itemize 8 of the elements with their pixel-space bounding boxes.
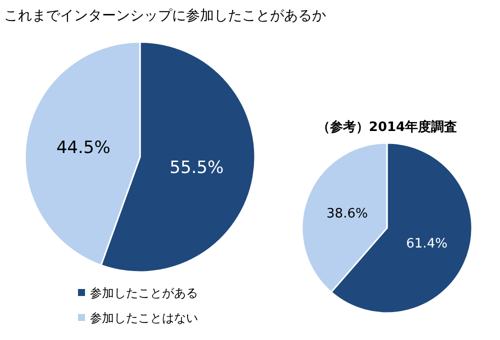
data-label: 44.5%	[56, 138, 110, 158]
data-label: 55.5%	[170, 158, 224, 178]
data-label: 38.6%	[326, 206, 368, 222]
chart-title: （参考）2014年度調査	[316, 119, 458, 135]
legend-label: 参加したことがある	[90, 286, 198, 300]
data-label: 61.4%	[406, 236, 448, 252]
chart-title: これまでインターンシップに参加したことがあるか	[4, 8, 326, 24]
legend-label: 参加したことはない	[90, 311, 198, 325]
